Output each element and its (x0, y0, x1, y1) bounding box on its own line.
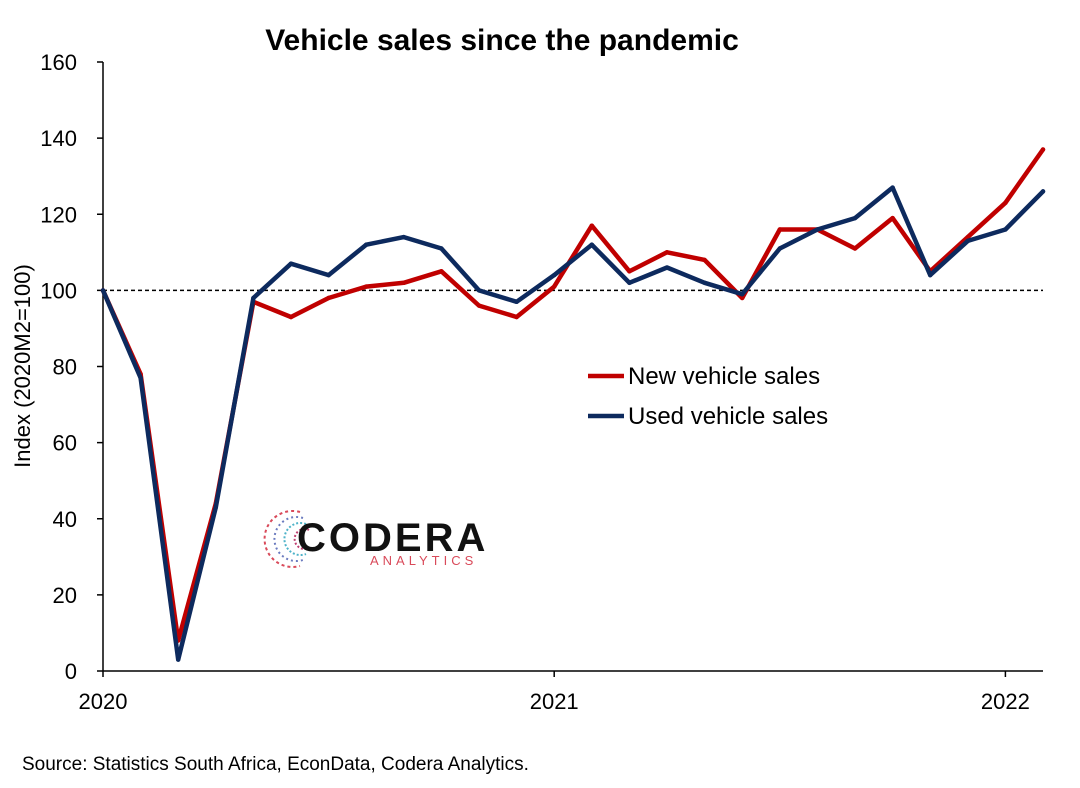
y-axis-title: Index (2020M2=100) (10, 264, 35, 468)
data-point (552, 272, 557, 278)
x-tick-label: 2020 (79, 689, 128, 714)
data-point (401, 234, 406, 240)
legend-label: Used vehicle sales (628, 403, 828, 430)
data-point (740, 291, 745, 297)
data-point (852, 215, 858, 221)
data-point (702, 257, 707, 263)
data-point (702, 280, 707, 285)
data-point (664, 265, 670, 270)
data-point (1040, 147, 1046, 152)
plot-area: 0 20 40 60 80 100 120 140 160 2020 2021 2022 New veh… (40, 50, 1046, 714)
data-point (664, 250, 670, 255)
y-tick-label: 80 (53, 355, 77, 380)
data-point (514, 314, 519, 320)
y-tick-label: 140 (40, 126, 77, 151)
data-point (852, 246, 858, 251)
source-note: Source: Statistics South Africa, EconDat… (22, 754, 529, 775)
data-point (815, 227, 820, 232)
series-line-new-vehicle-sales (100, 147, 1046, 643)
data-point (138, 375, 143, 381)
logo-subtitle: ANALYTICS (370, 553, 477, 568)
series-line-used-vehicle-sales (100, 185, 1046, 662)
data-point (627, 269, 632, 274)
data-point (1003, 227, 1008, 232)
data-point (100, 288, 106, 293)
data-point (1040, 189, 1046, 194)
y-tick-label: 120 (40, 202, 77, 227)
data-point (928, 272, 933, 278)
data-point (476, 288, 482, 293)
data-point (251, 295, 256, 301)
data-point (1003, 200, 1008, 206)
chart-title: Vehicle sales since the pandemic (265, 24, 739, 57)
y-tick-label: 60 (53, 431, 77, 456)
data-point (213, 505, 218, 510)
x-tick-label: 2021 (530, 689, 579, 714)
data-point (890, 185, 895, 190)
data-point (476, 303, 482, 308)
y-tick-label: 40 (53, 507, 77, 532)
logo-name: CODERA (297, 516, 488, 560)
x-tick-label: 2022 (981, 689, 1030, 714)
data-point (627, 280, 632, 285)
data-point (589, 242, 594, 247)
codera-logo-mark (263, 510, 310, 568)
data-point (777, 227, 782, 232)
data-point (777, 246, 782, 251)
legend-label: New vehicle sales (628, 363, 820, 390)
data-point (364, 242, 369, 247)
data-point (439, 246, 444, 251)
data-point (890, 215, 895, 221)
data-point (514, 299, 519, 304)
y-tick-label: 160 (40, 50, 77, 75)
y-tick-label: 0 (65, 659, 77, 684)
codera-logo: CODERA ANALYTICS (263, 510, 488, 568)
data-point (965, 238, 970, 244)
data-point (965, 234, 970, 240)
data-point (364, 284, 369, 289)
data-point (288, 314, 294, 320)
data-point (552, 284, 557, 289)
data-point (326, 295, 331, 301)
y-tick-label: 100 (40, 278, 77, 303)
data-point (439, 269, 444, 274)
data-point (326, 272, 331, 278)
data-point (176, 657, 181, 662)
data-point (288, 261, 294, 266)
data-point (589, 223, 594, 228)
data-point (401, 280, 406, 285)
data-point (740, 295, 745, 301)
y-tick-label: 20 (53, 583, 77, 608)
